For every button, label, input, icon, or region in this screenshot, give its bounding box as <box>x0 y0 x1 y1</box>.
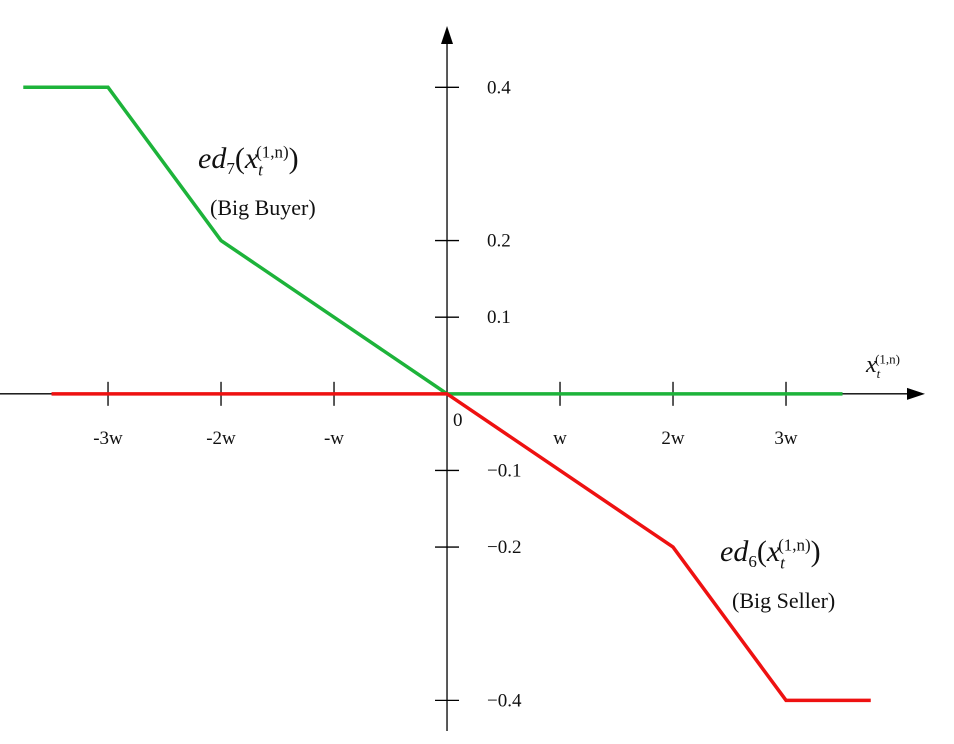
label-sup: (1,n) <box>256 143 289 162</box>
y-tick-label: −0.1 <box>487 460 521 481</box>
label-index: 6 <box>748 552 757 571</box>
label-paren: ( <box>757 535 767 568</box>
y-tick-label: −0.4 <box>487 690 522 711</box>
x-tick-label: -3w <box>93 428 123 449</box>
label-func: ed <box>720 535 749 568</box>
label-var: x <box>244 142 259 175</box>
series-note: (Big Buyer) <box>210 195 316 220</box>
label-sub: t <box>258 161 264 180</box>
x-axis-label: xt(1,n) <box>865 352 900 381</box>
label-var: x <box>766 535 781 568</box>
label-sup: (1,n) <box>778 536 811 555</box>
series-note: (Big Seller) <box>732 588 835 613</box>
label-paren: ) <box>289 142 299 175</box>
label-sub: t <box>877 366 881 381</box>
x-tick-label: -2w <box>206 428 236 449</box>
x-axis-arrow <box>907 387 925 400</box>
label-sub: t <box>780 554 786 573</box>
series-line <box>51 392 871 703</box>
y-tick-label: 0.2 <box>487 231 511 252</box>
y-tick-label: −0.2 <box>487 537 521 558</box>
x-tick-label: w <box>553 428 567 449</box>
y-axis-arrow <box>441 26 454 44</box>
y-tick-label: 0.1 <box>487 307 511 328</box>
label-index: 7 <box>226 159 235 178</box>
x-tick-label: -w <box>324 428 344 449</box>
label-func: ed <box>198 142 227 175</box>
x-tick-label: 2w <box>661 428 685 449</box>
label-paren: ) <box>811 535 821 568</box>
y-tick-label: 0.4 <box>487 77 511 98</box>
label-var: x <box>865 352 877 378</box>
origin-label: 0 <box>453 410 463 431</box>
series-label: ed6(xt(1,n)) <box>720 535 821 573</box>
label-paren: ( <box>235 142 245 175</box>
series-line <box>23 85 843 396</box>
label-sup: (1,n) <box>875 352 900 367</box>
series-label: ed7(xt(1,n)) <box>198 142 299 180</box>
x-tick-label: 3w <box>774 428 798 449</box>
